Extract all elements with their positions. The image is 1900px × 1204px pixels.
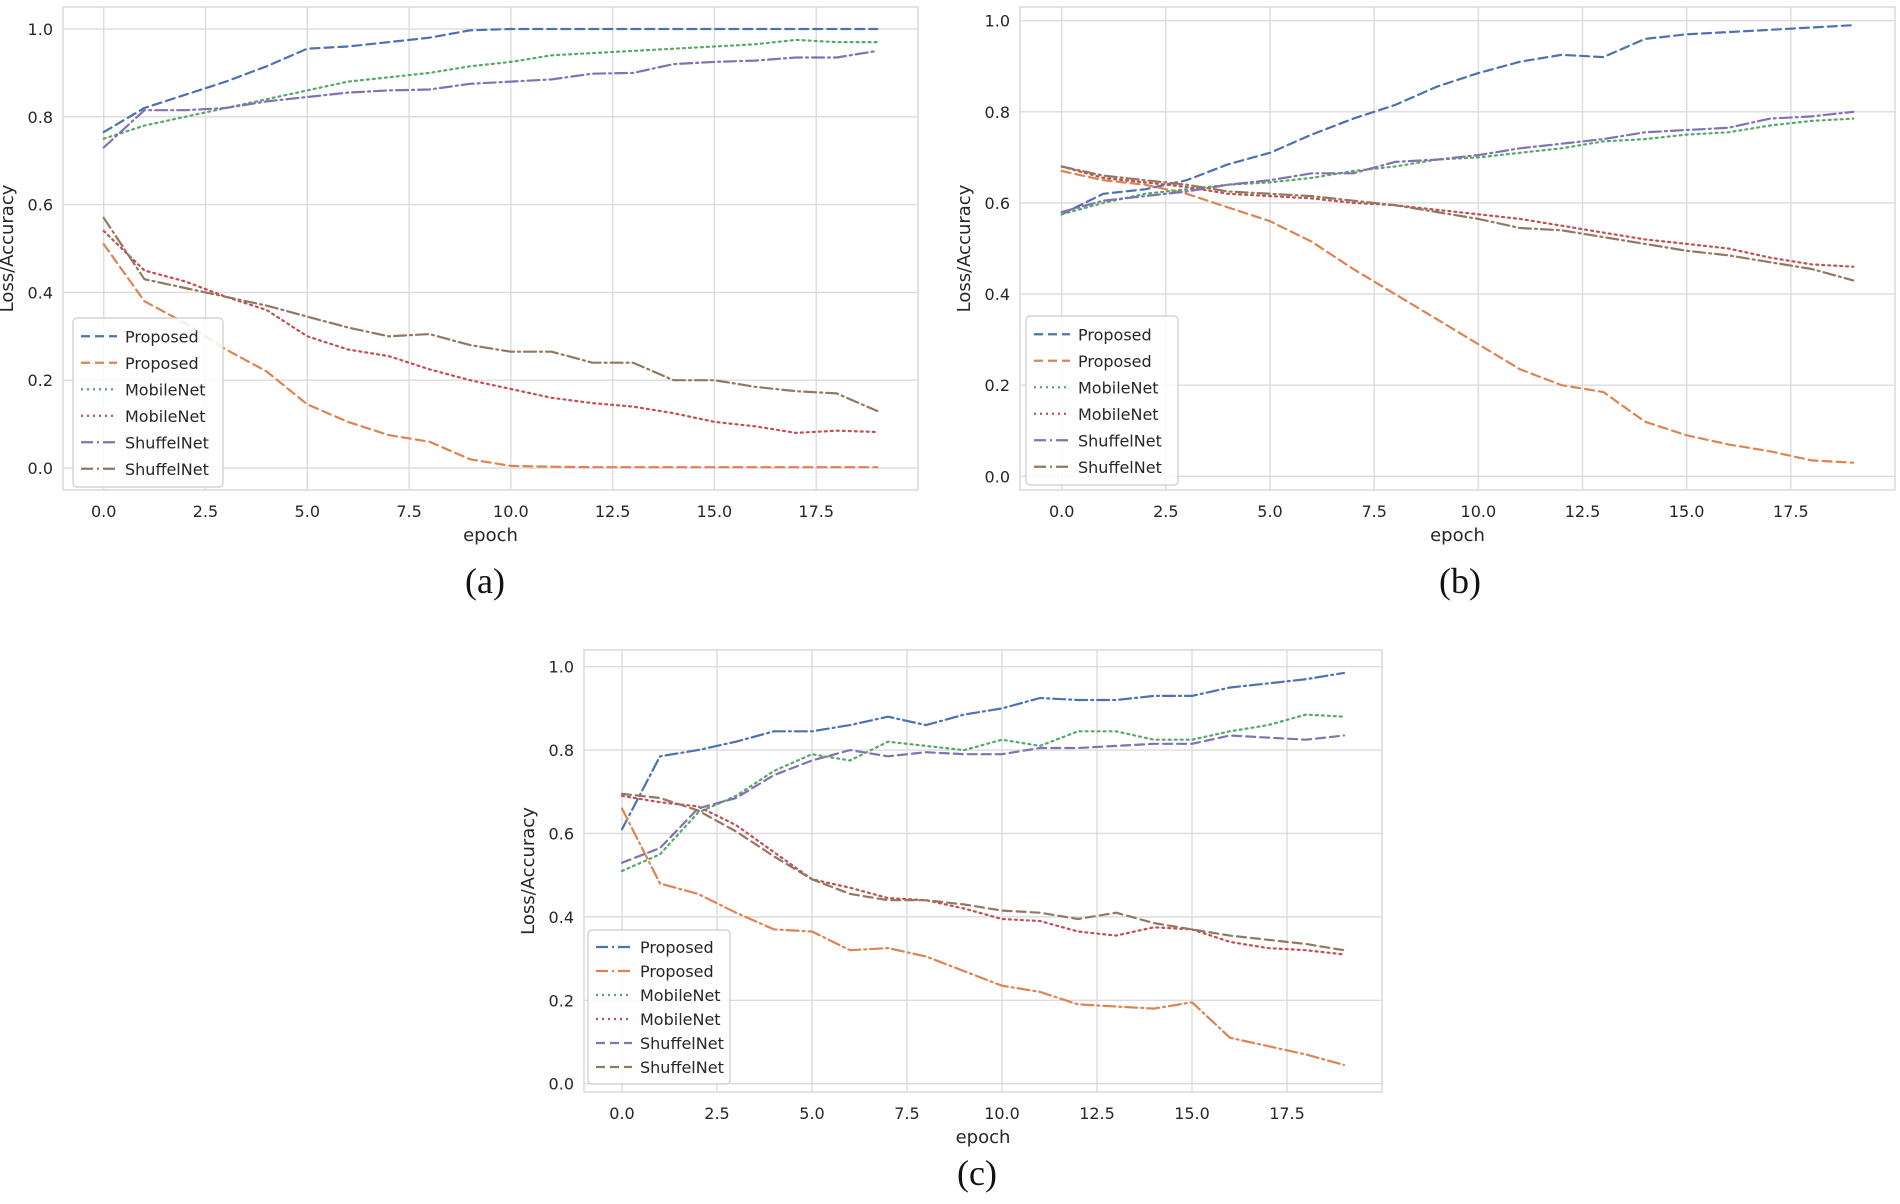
legend-label: Proposed <box>640 938 714 957</box>
x-tick-label: 0.0 <box>91 502 116 521</box>
legend: Proposed Proposed MobileNet MobileNet Shuffe… <box>587 929 731 1085</box>
y-tick-label: 0.0 <box>549 1075 574 1094</box>
series-line-mobilenet-green <box>102 38 879 140</box>
chart-c: 0.0 2.5 5.0 7.5 10.0 12.5 15.0 17.5 0.0 0.2 0.4 0.6… <box>518 649 1383 1148</box>
x-tick-label: 7.5 <box>396 502 421 521</box>
legend: Proposed Proposed MobileNet MobileNet Shuffe… <box>72 317 224 488</box>
x-tick-label: 2.5 <box>1153 502 1178 521</box>
y-tick-label: 1.0 <box>549 658 574 677</box>
series-line-shuffelnet-brown <box>102 216 879 413</box>
legend-box <box>1025 315 1179 486</box>
legend-label: ShuffelNet <box>125 433 209 452</box>
legend-label: MobileNet <box>1078 378 1159 397</box>
x-tick-label: 5.0 <box>799 1104 824 1123</box>
panel-caption: (a) <box>465 561 505 601</box>
panel-caption: (c) <box>957 1153 997 1193</box>
x-tick-label: 2.5 <box>704 1104 729 1123</box>
y-tick-label: 0.0 <box>28 459 53 478</box>
y-tick-label: 0.6 <box>28 196 53 215</box>
y-tick-label: 0.2 <box>28 371 53 390</box>
x-tick-label: 0.0 <box>609 1104 634 1123</box>
legend-label: MobileNet <box>125 407 206 426</box>
legend-label: MobileNet <box>640 1010 721 1029</box>
x-axis-label: epoch <box>956 1127 1011 1148</box>
legend-label: MobileNet <box>640 986 721 1005</box>
legend-label: Proposed <box>125 354 199 373</box>
y-tick-label: 0.4 <box>28 283 53 302</box>
legend-box <box>72 317 224 488</box>
x-tick-label: 10.0 <box>493 502 529 521</box>
x-tick-label: 12.5 <box>595 502 631 521</box>
x-tick-label: 15.0 <box>1669 502 1705 521</box>
x-tick-label: 10.0 <box>984 1104 1020 1123</box>
y-tick-label: 0.2 <box>549 991 574 1010</box>
series-line-shuffelnet-purple <box>620 734 1346 864</box>
x-tick-label: 12.5 <box>1079 1104 1115 1123</box>
y-tick-label: 0.8 <box>549 741 574 760</box>
legend-label: ShuffelNet <box>1078 458 1162 477</box>
plot-frame <box>1019 6 1896 491</box>
y-tick-label: 1.0 <box>28 20 53 39</box>
y-tick-label: 0.0 <box>985 467 1010 486</box>
y-tick-label: 0.8 <box>28 108 53 127</box>
series-line-proposed-orange <box>620 807 1346 1067</box>
x-tick-label: 0.0 <box>1049 502 1074 521</box>
y-tick-label: 0.4 <box>985 285 1010 304</box>
x-tick-label: 10.0 <box>1461 502 1497 521</box>
series-line-shuffelnet-brown <box>620 792 1346 952</box>
series-line-proposed-orange <box>102 243 879 469</box>
legend-label: ShuffelNet <box>125 460 209 479</box>
chart-a: 0.0 2.5 5.0 7.5 10.0 12.5 15.0 17.5 0.0 0.2 0.4 0.6… <box>0 6 919 546</box>
plot-frame <box>583 649 1383 1093</box>
y-tick-label: 0.6 <box>985 194 1010 213</box>
series-line-proposed-orange <box>1060 169 1855 464</box>
series-line-mobilenet-green <box>620 713 1346 873</box>
series-line-shuffelnet-purple <box>102 49 879 149</box>
x-tick-label: 17.5 <box>798 502 834 521</box>
series-line-proposed-blue <box>102 27 879 134</box>
panel-caption: (b) <box>1439 561 1481 601</box>
y-tick-label: 0.8 <box>985 103 1010 122</box>
legend: Proposed Proposed MobileNet MobileNet Shuffe… <box>1025 315 1179 486</box>
y-tick-label: 1.0 <box>985 12 1010 31</box>
x-tick-label: 5.0 <box>295 502 320 521</box>
legend-label: MobileNet <box>125 380 206 399</box>
series-line-mobilenet-red <box>620 794 1346 956</box>
legend-label: Proposed <box>640 962 714 981</box>
x-tick-label: 7.5 <box>1361 502 1386 521</box>
legend-label: Proposed <box>125 327 199 346</box>
y-tick-label: 0.4 <box>549 908 574 927</box>
x-tick-label: 7.5 <box>894 1104 919 1123</box>
x-tick-label: 15.0 <box>697 502 733 521</box>
y-axis-label: Loss/Accuracy <box>954 184 975 312</box>
x-tick-label: 15.0 <box>1174 1104 1210 1123</box>
y-tick-label: 0.6 <box>549 824 574 843</box>
series-line-mobilenet-green <box>1060 117 1855 216</box>
y-axis-label: Loss/Accuracy <box>0 184 18 312</box>
chart-b: 0.0 2.5 5.0 7.5 10.0 12.5 15.0 17.5 0.0 0.2 0.4 0.6… <box>954 6 1896 546</box>
series-line-shuffelnet-brown <box>1060 165 1855 282</box>
x-axis-label: epoch <box>463 525 518 546</box>
x-tick-label: 17.5 <box>1269 1104 1305 1123</box>
legend-box <box>587 929 731 1085</box>
series-line-proposed-blue <box>620 671 1346 831</box>
plot-frame <box>62 6 919 491</box>
x-tick-label: 12.5 <box>1565 502 1601 521</box>
y-tick-label: 0.2 <box>985 376 1010 395</box>
y-axis-label: Loss/Accuracy <box>518 807 539 935</box>
legend-label: ShuffelNet <box>1078 431 1162 450</box>
legend-label: MobileNet <box>1078 405 1159 424</box>
series-line-shuffelnet-purple <box>1060 110 1855 214</box>
x-axis-label: epoch <box>1430 525 1485 546</box>
x-tick-label: 17.5 <box>1773 502 1809 521</box>
legend-label: ShuffelNet <box>640 1034 724 1053</box>
x-tick-label: 2.5 <box>193 502 218 521</box>
series-line-proposed-blue <box>1060 24 1855 216</box>
legend-label: Proposed <box>1078 352 1152 371</box>
legend-label: ShuffelNet <box>640 1058 724 1077</box>
x-tick-label: 5.0 <box>1257 502 1282 521</box>
legend-label: Proposed <box>1078 325 1152 344</box>
series-line-mobilenet-red <box>1060 165 1855 268</box>
